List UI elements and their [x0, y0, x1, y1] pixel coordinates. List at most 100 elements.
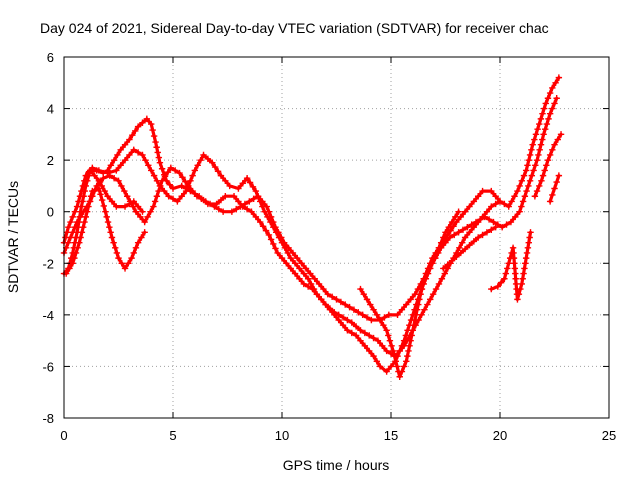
data-point — [546, 110, 554, 117]
data-point — [440, 265, 447, 272]
data-point — [209, 159, 216, 166]
data-point-interp — [530, 167, 537, 174]
data-point-interp — [77, 234, 84, 241]
data-point — [490, 218, 497, 226]
data-point-interp — [142, 156, 149, 164]
data-point-interp — [344, 316, 351, 324]
data-point-interp — [424, 265, 432, 272]
data-point-interp — [400, 363, 408, 370]
data-point-interp — [239, 180, 246, 187]
data-point-interp — [110, 174, 118, 182]
data-point — [202, 198, 209, 205]
series-track-1 — [60, 74, 563, 375]
data-point-interp — [66, 265, 73, 272]
data-point-interp — [398, 368, 406, 375]
data-point-interp — [155, 154, 163, 161]
data-point — [501, 275, 508, 282]
data-point-interp — [134, 203, 142, 210]
data-point-interp — [551, 100, 558, 107]
data-point-interp — [153, 193, 161, 200]
data-point — [130, 146, 137, 154]
y-tick-label: -2 — [42, 256, 54, 271]
data-point-interp — [373, 358, 381, 365]
data-point-interp — [518, 203, 525, 210]
data-point-interp — [466, 203, 473, 210]
data-point — [366, 332, 373, 339]
data-point-interp — [179, 174, 186, 181]
data-point-interp — [554, 136, 561, 143]
data-point — [553, 95, 560, 102]
data-point — [228, 208, 236, 215]
data-point — [283, 260, 290, 267]
data-point — [300, 280, 307, 288]
data-point-interp — [413, 306, 421, 313]
data-point-interp — [488, 226, 495, 233]
data-point-interp — [503, 221, 510, 228]
data-point-interp — [479, 231, 486, 239]
y-tick-label: 2 — [47, 153, 54, 168]
data-point — [76, 239, 83, 246]
data-point — [427, 296, 434, 303]
data-point-interp — [118, 182, 125, 190]
data-point — [263, 203, 270, 210]
data-point — [551, 185, 558, 192]
data-point-interp — [71, 208, 79, 215]
data-point-interp — [149, 126, 156, 134]
data-point — [339, 314, 347, 321]
data-point-interp — [526, 151, 534, 159]
data-point — [376, 316, 384, 324]
data-point-interp — [511, 193, 518, 200]
data-point-interp — [339, 321, 347, 329]
data-point-interp — [520, 270, 527, 277]
data-point-interp — [69, 229, 76, 236]
data-point-interp — [386, 337, 394, 344]
data-point-interp — [243, 205, 251, 213]
y-tick-label: -4 — [42, 308, 54, 323]
data-point-interp — [524, 162, 531, 169]
data-point-interp — [346, 303, 353, 311]
data-point-interp — [270, 240, 277, 248]
data-point-interp — [182, 178, 189, 185]
data-point-interp — [98, 196, 106, 204]
x-tick-label: 10 — [275, 428, 289, 443]
data-point-interp — [450, 223, 457, 230]
data-point-interp — [278, 234, 285, 241]
data-point-interp — [512, 213, 519, 221]
data-point-interp — [542, 126, 549, 133]
data-point-interp — [252, 213, 260, 221]
data-point — [529, 141, 536, 148]
data-point-interp — [262, 227, 270, 234]
data-point-interp — [126, 200, 133, 208]
data-point — [200, 151, 207, 159]
data-point — [479, 187, 486, 195]
data-point — [448, 257, 456, 264]
data-point-interp — [552, 79, 559, 86]
data-point — [533, 156, 541, 164]
data-point — [291, 270, 299, 277]
series-layer — [60, 74, 565, 380]
data-point — [361, 342, 369, 349]
data-point-interp — [129, 132, 136, 139]
data-point-interp — [543, 162, 550, 169]
data-point — [141, 218, 148, 226]
data-point — [217, 172, 225, 179]
data-point-interp — [540, 105, 548, 112]
data-point — [416, 296, 423, 303]
data-point-interp — [424, 301, 431, 308]
data-point-interp — [531, 136, 538, 143]
data-point-interp — [501, 200, 508, 208]
data-point — [461, 208, 469, 215]
data-point — [226, 182, 233, 190]
data-point-interp — [132, 244, 140, 252]
series-track-9 — [531, 131, 565, 200]
data-point — [376, 363, 384, 370]
data-point — [514, 296, 521, 303]
data-point — [110, 156, 118, 164]
data-point-interp — [475, 193, 482, 200]
data-point-interp — [310, 285, 318, 293]
data-point-interp — [126, 151, 133, 159]
data-point-interp — [81, 218, 88, 226]
data-point — [248, 208, 255, 215]
data-point-interp — [118, 260, 125, 267]
